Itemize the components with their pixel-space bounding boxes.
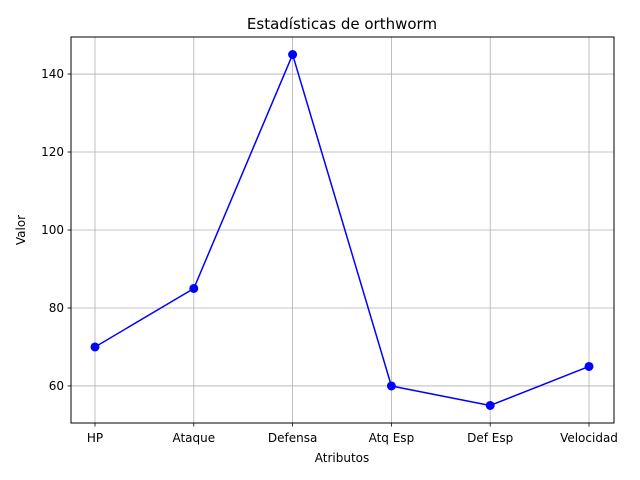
- x-tick-label: Def Esp: [467, 431, 513, 445]
- grid-lines: [71, 37, 614, 423]
- x-tick-label: Defensa: [268, 431, 317, 445]
- x-tick-label: HP: [87, 431, 103, 445]
- y-tick-label: 60: [49, 379, 64, 393]
- data-point-velocidad: [584, 361, 594, 371]
- ticks-layer: HP Ataque Defensa Atq Esp Def Esp Velocidad 60…: [41, 67, 618, 445]
- y-tick-label: 100: [41, 223, 64, 237]
- x-tick-label: Velocidad: [560, 431, 618, 445]
- data-point-hp: [90, 342, 100, 352]
- y-tick-label: 120: [41, 145, 64, 159]
- series-layer: [90, 50, 594, 410]
- data-point-atq-esp: [386, 381, 396, 391]
- data-point-defensa: [288, 50, 298, 60]
- x-tick-label: Ataque: [172, 431, 215, 445]
- data-point-def-esp: [485, 400, 495, 410]
- x-axis-label: Atributos: [315, 451, 370, 465]
- y-axis-label: Valor: [14, 215, 28, 245]
- x-tick-label: Atq Esp: [369, 431, 415, 445]
- series-line: [94, 53, 590, 407]
- data-point-ataque: [189, 283, 199, 293]
- chart-title: Estadísticas de orthworm: [247, 15, 437, 33]
- y-tick-label: 80: [49, 301, 64, 315]
- y-tick-label: 140: [41, 67, 64, 81]
